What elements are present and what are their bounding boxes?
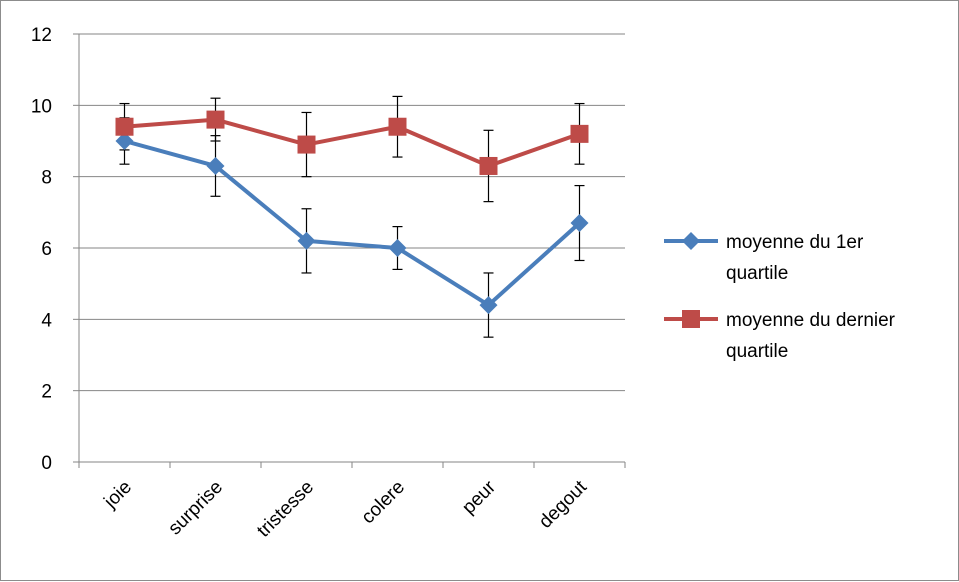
y-tick-label: 8 — [41, 168, 52, 189]
y-tick-label: 10 — [31, 96, 52, 117]
series-line-2 — [122, 117, 582, 168]
data-point-series-2 — [479, 156, 498, 175]
grid-lines — [79, 33, 625, 392]
data-point-series-2 — [115, 117, 134, 136]
data-point-series-2 — [297, 135, 316, 154]
legend: moyenne du 1er quartile moyenne du dernier… — [664, 232, 896, 362]
legend-label: moyenne du 1er — [726, 232, 864, 253]
x-tick-label: joie — [100, 477, 136, 513]
legend-marker-1 — [682, 232, 700, 250]
x-tick-label: peur — [458, 476, 500, 518]
data-point-series-1 — [479, 296, 498, 315]
data-point-series-1 — [115, 132, 134, 150]
y-tick-label: 6 — [41, 239, 52, 260]
legend-label: quartile — [726, 263, 788, 284]
axes — [73, 33, 626, 468]
x-tick-label: degout — [535, 476, 591, 532]
data-point-series-2 — [570, 124, 589, 143]
x-tick-label: colere — [358, 477, 409, 528]
legend-label: moyenne du dernier — [726, 310, 896, 331]
data-point-series-2 — [206, 110, 225, 129]
legend-marker-2 — [682, 310, 700, 328]
tick-labels: 0 2 4 6 8 10 12 joie surprise tristesse colere peur… — [31, 25, 592, 542]
legend-label: quartile — [726, 341, 788, 362]
y-tick-label: 4 — [41, 310, 52, 331]
data-point-series-1 — [388, 239, 407, 257]
data-point-series-1 — [206, 156, 225, 175]
series — [115, 110, 589, 315]
series-line-1 — [122, 139, 582, 308]
x-tick-label: surprise — [164, 477, 227, 540]
y-tick-label: 2 — [41, 382, 52, 403]
data-point-series-1 — [570, 214, 589, 233]
data-point-series-1 — [297, 231, 316, 250]
error-bars — [119, 95, 585, 338]
y-tick-label: 12 — [31, 25, 52, 46]
x-tick-label: tristesse — [253, 477, 318, 542]
y-tick-label: 0 — [41, 453, 52, 474]
data-point-series-2 — [388, 117, 407, 136]
